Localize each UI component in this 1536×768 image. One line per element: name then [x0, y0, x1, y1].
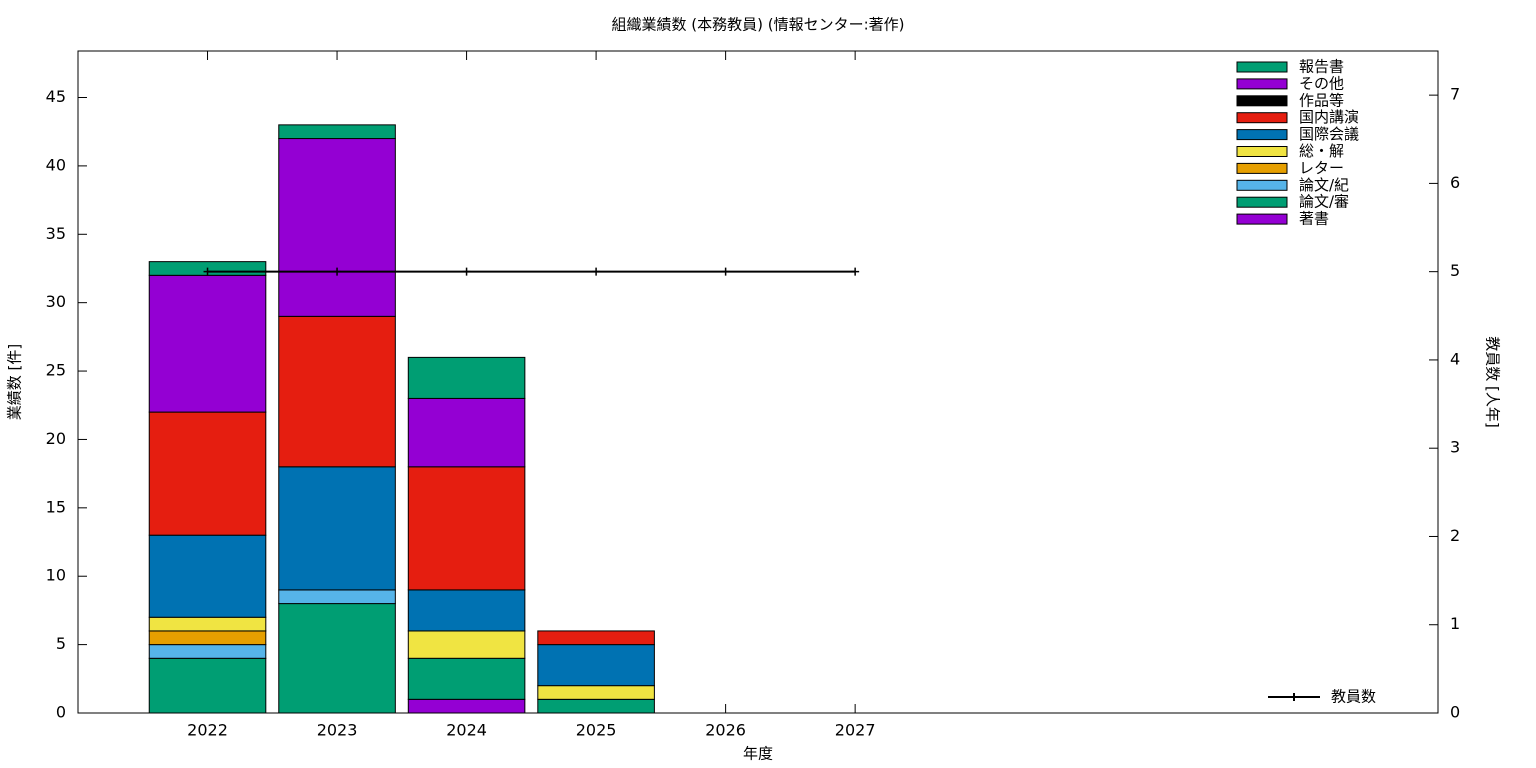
y-tick-label: 5	[56, 634, 66, 653]
x-tick-label: 2023	[317, 721, 358, 740]
y-tick-label: 30	[46, 292, 66, 311]
y2-tick-label: 7	[1450, 85, 1460, 104]
legend-label: 国際会議	[1299, 125, 1359, 143]
legend-swatch	[1236, 95, 1288, 107]
legend-line	[1268, 693, 1320, 701]
y-tick-label: 45	[46, 87, 66, 106]
bar	[278, 315, 396, 468]
bar	[278, 124, 396, 140]
legend-swatch	[1236, 179, 1288, 191]
bar	[537, 630, 655, 646]
bar	[407, 356, 526, 399]
bar	[148, 274, 267, 413]
y2-axis-label: 教員数 [人年]	[1484, 336, 1502, 427]
point-marker	[462, 267, 471, 276]
x-tick-label: 2024	[446, 721, 487, 740]
legend-swatch	[1236, 61, 1288, 73]
legend-label: 作品等	[1299, 91, 1344, 109]
point-marker	[592, 267, 601, 276]
legend-label: レター	[1299, 159, 1344, 177]
legend-swatch	[1236, 146, 1288, 157]
y2-tick-label: 2	[1450, 526, 1460, 545]
legend-label: 著書	[1299, 210, 1329, 228]
bar	[148, 630, 267, 646]
legend-swatch	[1236, 78, 1288, 90]
bar	[148, 616, 267, 632]
bar	[407, 466, 526, 591]
legend-label: その他	[1299, 74, 1344, 92]
legend-swatch	[1236, 129, 1288, 141]
legend-swatch	[1236, 162, 1288, 174]
legend-label: 報告書	[1299, 58, 1344, 76]
bar	[407, 657, 526, 700]
y-axis-label: 業績数 [件]	[6, 344, 24, 420]
x-tick-label: 2026	[705, 721, 746, 740]
bar	[278, 589, 396, 605]
legend-label: 国内講演	[1299, 108, 1359, 126]
bar	[537, 644, 655, 687]
bar	[537, 685, 655, 700]
legend-label: 論文/紀	[1299, 176, 1349, 194]
y2-tick-label: 0	[1450, 703, 1460, 722]
bar	[278, 138, 396, 317]
x-tick-label: 2027	[835, 721, 876, 740]
bar	[537, 698, 655, 714]
legend-label: 総・解	[1299, 142, 1344, 160]
plot-frame	[77, 50, 1439, 714]
legend-swatch	[1236, 196, 1288, 208]
y2-tick-label: 4	[1450, 349, 1460, 368]
bar	[148, 534, 267, 618]
legend-label: 論文/審	[1299, 193, 1349, 211]
point-marker	[333, 267, 342, 276]
bar	[407, 589, 526, 632]
bar	[278, 603, 396, 714]
x-tick-label: 2022	[187, 721, 228, 740]
x-tick-label: 2025	[576, 721, 617, 740]
y2-tick-label: 3	[1450, 438, 1460, 457]
legend-swatch	[1236, 213, 1288, 225]
y2-tick-label: 6	[1450, 173, 1460, 192]
point-marker	[203, 267, 212, 276]
y2-tick-label: 1	[1450, 614, 1460, 633]
point-marker	[851, 267, 860, 276]
y-tick-label: 10	[46, 566, 66, 585]
bar	[407, 630, 526, 659]
x-axis-label: 年度	[743, 745, 773, 763]
bar	[148, 657, 267, 714]
y-tick-label: 15	[46, 497, 66, 516]
y-tick-label: 0	[56, 703, 66, 722]
point-marker	[721, 267, 730, 276]
bar	[407, 698, 526, 714]
bar	[278, 466, 396, 591]
bar	[148, 411, 267, 536]
y-tick-label: 20	[46, 429, 66, 448]
chart-title: 組織業績数 (本務教員) (情報センター:著作)	[612, 16, 905, 34]
y-tick-label: 40	[46, 155, 66, 174]
y-tick-label: 35	[46, 224, 66, 243]
bar	[407, 397, 526, 468]
bar	[148, 644, 267, 659]
legend-swatch	[1236, 112, 1288, 124]
y2-tick-label: 5	[1450, 261, 1460, 280]
legend-label: 教員数	[1331, 688, 1376, 706]
y-tick-label: 25	[46, 361, 66, 380]
